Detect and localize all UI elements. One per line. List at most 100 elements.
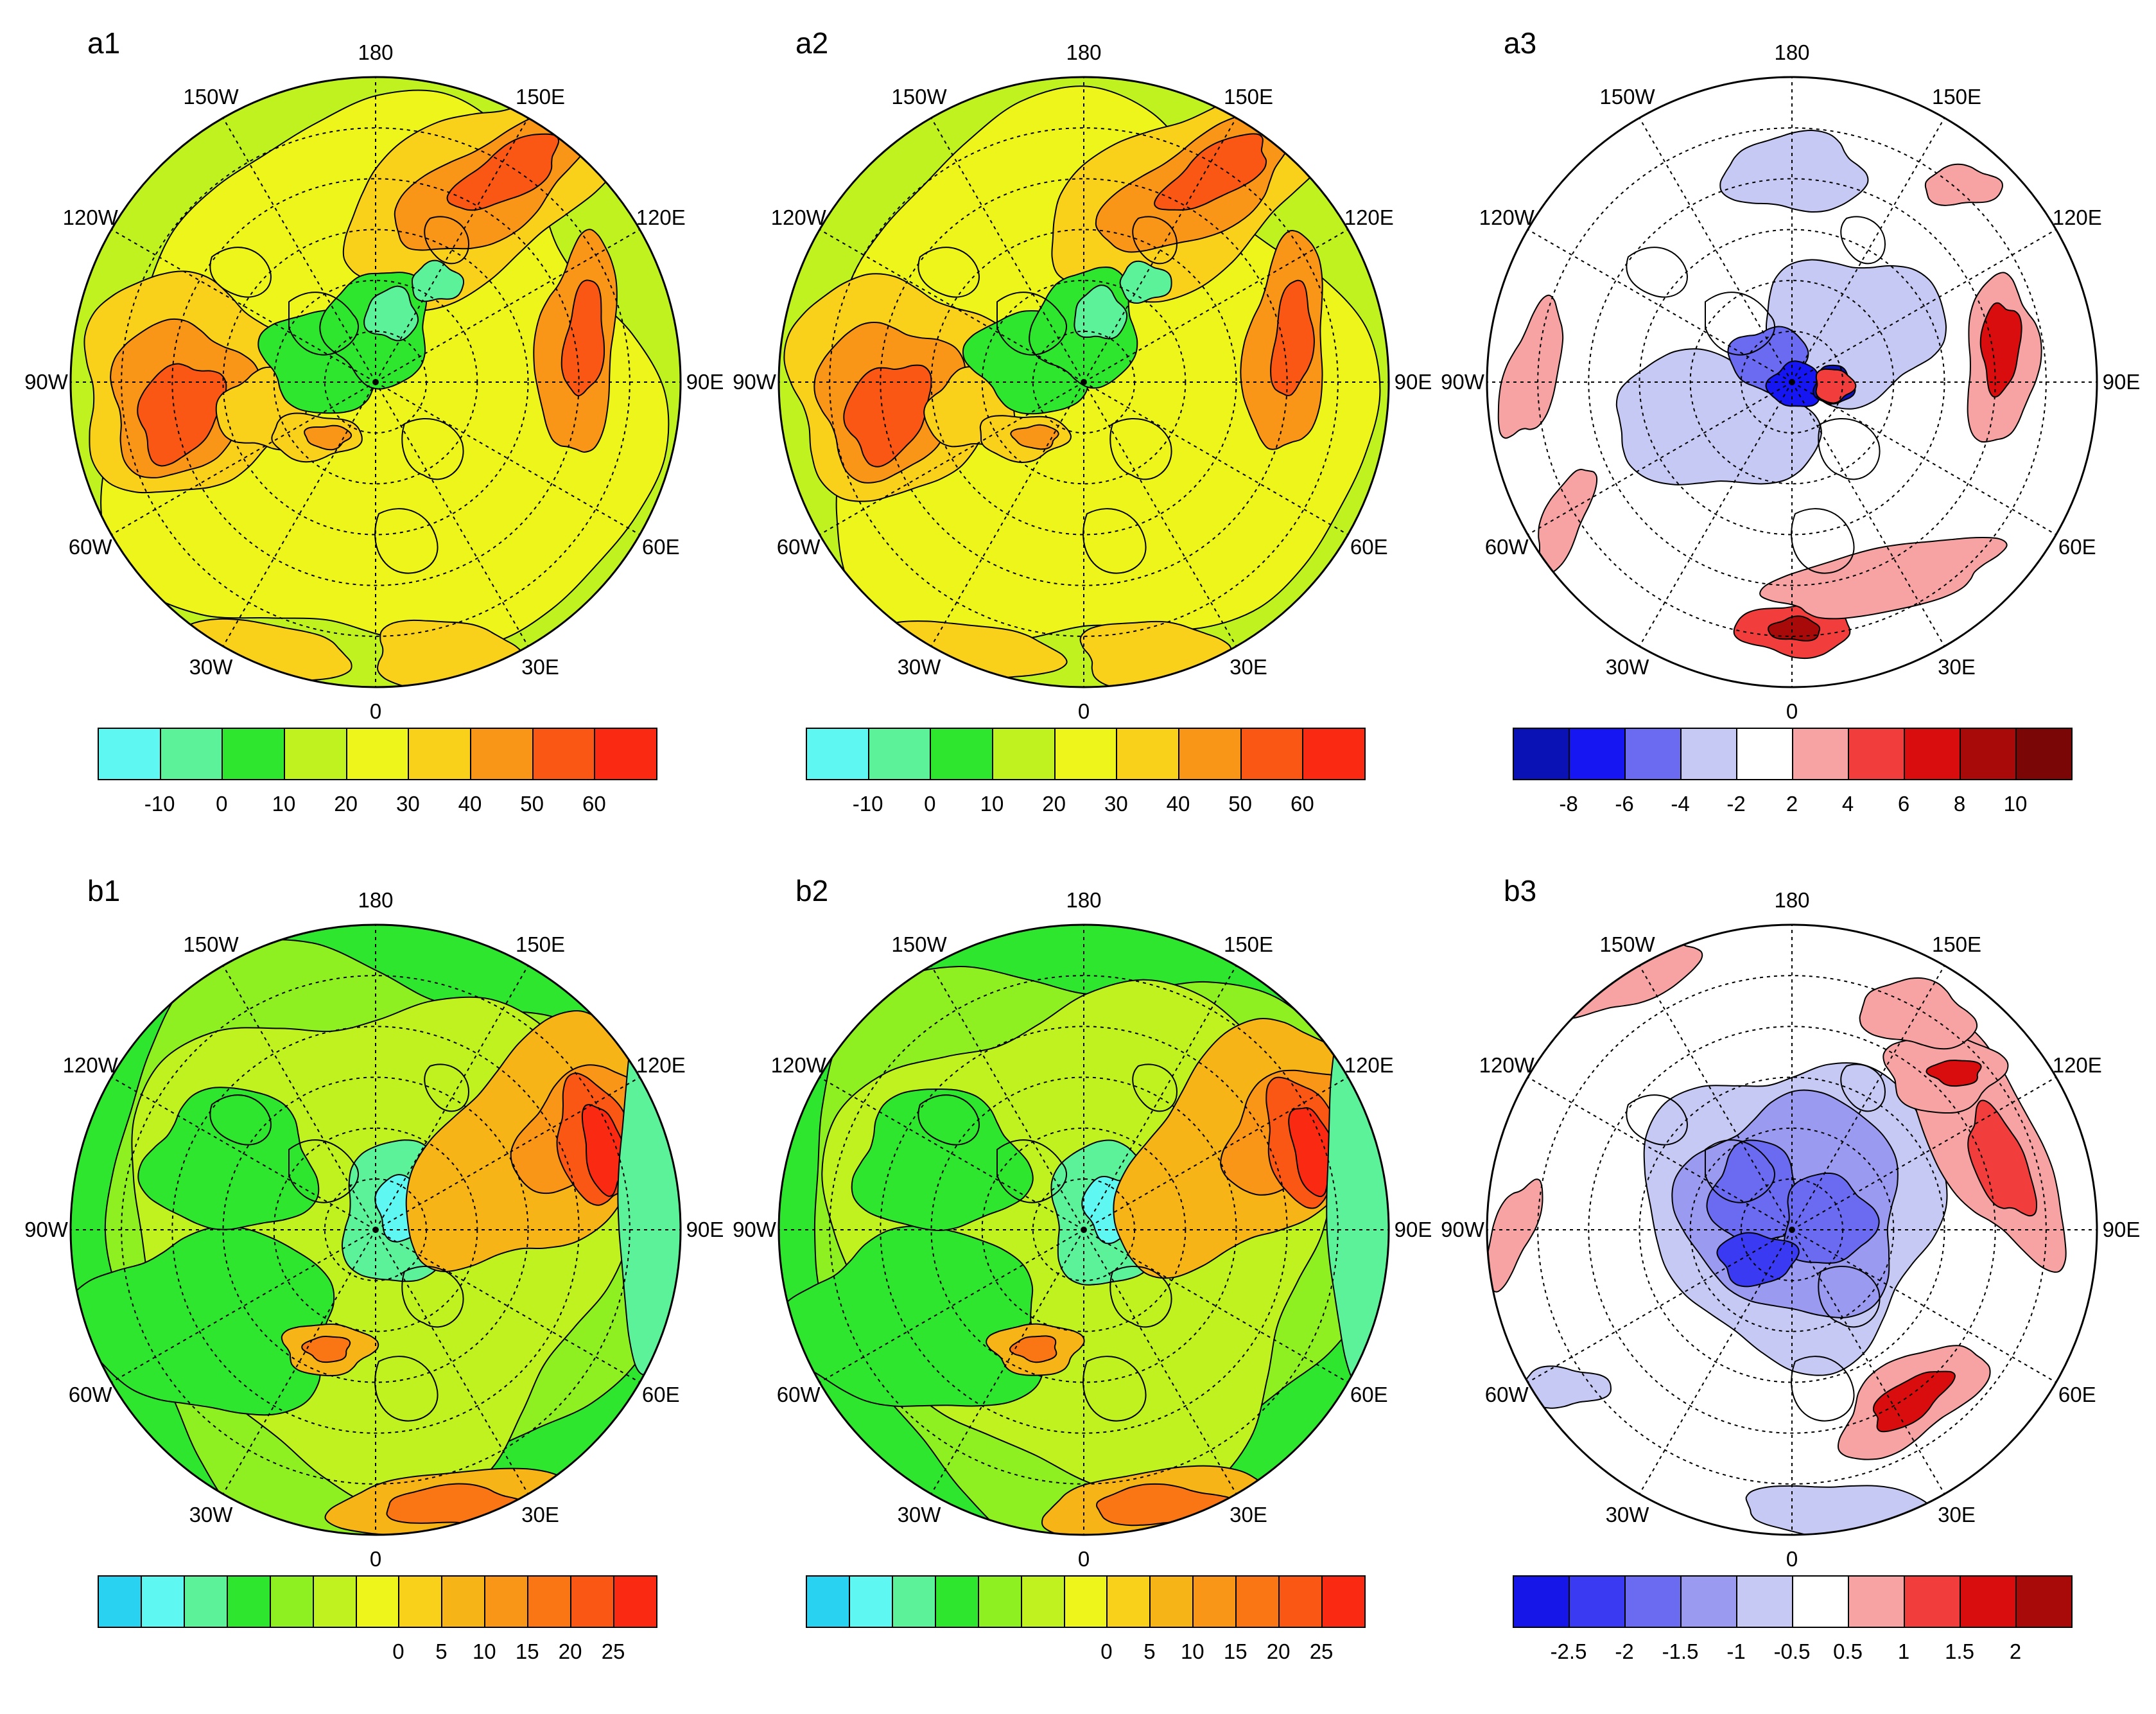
colorbar-swatch [1848, 1575, 1905, 1628]
latitude-circle [880, 1026, 1288, 1434]
colorbar-label: 0 [392, 1640, 404, 1663]
colorbar-swatch [806, 1575, 850, 1628]
colorbar-label: 4 [1841, 792, 1854, 816]
colorbar-swatch [312, 1575, 357, 1628]
longitude-label: 90E [686, 370, 724, 394]
colorbar-label: 2 [1786, 792, 1798, 816]
longitude-label: 180 [358, 40, 394, 64]
coastline [401, 1266, 464, 1328]
colorbar-label: 20 [1042, 792, 1066, 816]
positive-anomaly [1872, 1370, 1956, 1433]
longitude-label: 150W [183, 84, 239, 109]
coastline [1132, 216, 1178, 265]
colorbar-swatch [1624, 728, 1682, 780]
colorbar-swatch [1149, 1575, 1194, 1628]
coastline [1626, 247, 1688, 298]
colorbar-label: 10 [2003, 792, 2028, 816]
colorbar-swatch [527, 1575, 572, 1628]
jet-core [843, 364, 932, 468]
coastline [1791, 1356, 1855, 1422]
longitude-line [1791, 1076, 2056, 1230]
longitude-line [1083, 1076, 1348, 1230]
colorbar-b3: -2.5 -2 -1.5 -1 -0.5 0.5 1 1.5 2 [1513, 1575, 2073, 1663]
colorbar-swatch [1106, 1575, 1151, 1628]
latitude-circle [121, 975, 630, 1485]
longitude-line [1083, 1229, 1348, 1383]
longitude-label: 90E [686, 1218, 724, 1241]
longitude-line [222, 1229, 376, 1494]
colorbar-swatch [1848, 728, 1905, 780]
colorbar-label: 25 [1309, 1640, 1334, 1663]
colorbar-a2: -10 0 10 20 30 40 50 60 [806, 728, 1366, 816]
longitude-label: 150W [891, 932, 947, 956]
coastline [374, 1356, 439, 1422]
colorbar-label: -2 [1615, 1640, 1634, 1663]
colorbar-label: 0.5 [1833, 1640, 1863, 1663]
panel-label: a2 [795, 26, 829, 60]
jet-core [301, 1336, 351, 1363]
panel-label: a3 [1504, 26, 1537, 60]
longitude-label: 90W [1441, 370, 1484, 394]
coastline [1840, 216, 1886, 265]
coastline [1705, 292, 1776, 356]
latitude-circle [1537, 975, 2047, 1485]
longitude-line [930, 118, 1084, 383]
latitude-circle [121, 127, 630, 637]
latitude-circle [1537, 127, 2047, 637]
longitude-label: 60E [641, 534, 680, 559]
longitude-label: 0 [369, 1547, 382, 1571]
coastline [917, 1094, 980, 1146]
positive-anomaly [1768, 615, 1821, 642]
longitude-line [1527, 1076, 1793, 1230]
panel-label: b3 [1504, 874, 1537, 907]
coastline [1109, 418, 1172, 480]
polar-map-b1 [69, 923, 682, 1536]
map-boundary [778, 76, 1390, 688]
longitude-label: 120E [2052, 205, 2102, 229]
colorbar-swatch [1178, 728, 1242, 780]
colorbar-swatch [441, 1575, 486, 1628]
colorbar-swatch [1792, 728, 1849, 780]
longitude-label: 120W [770, 205, 826, 229]
colorbar-label: 50 [520, 792, 544, 816]
latitude-circle [222, 229, 529, 536]
longitude-line [375, 965, 529, 1230]
coastline [1705, 1139, 1776, 1203]
longitude-line [930, 965, 1084, 1230]
longitude-label: 30E [1230, 1503, 1267, 1527]
longitude-line [1527, 229, 1793, 383]
longitude-line [1083, 1229, 1237, 1494]
polar-low [363, 285, 419, 342]
longitude-line [1639, 381, 1793, 647]
colorbar-swatch [1960, 728, 2017, 780]
longitude-label: 30W [189, 1503, 233, 1527]
colorbar-label: -2.5 [1550, 1640, 1587, 1663]
longitude-label: 90W [733, 370, 776, 394]
colorbar-swatch [977, 1575, 1022, 1628]
latitude-circle [1639, 229, 1945, 536]
colorbar-swatch [1736, 1575, 1793, 1628]
longitude-label: 150W [891, 84, 947, 109]
colorbar-swatch [284, 728, 347, 780]
polar-map-a2 [778, 76, 1390, 688]
latitude-circle [930, 1076, 1237, 1383]
longitude-line [1791, 381, 1945, 647]
latitude-circle [1639, 1076, 1945, 1383]
longitude-label: 30W [1605, 655, 1649, 679]
colorbar-swatch [1278, 1575, 1323, 1628]
longitude-line [1083, 229, 1348, 383]
colorbar-swatch [1116, 728, 1179, 780]
colorbar-swatch [867, 728, 932, 780]
colorbar-swatch [398, 1575, 443, 1628]
colorbar-swatch [1192, 1575, 1237, 1628]
longitude-line [1639, 118, 1793, 383]
positive-anomaly [1926, 1060, 1982, 1087]
colorbar-label: 10 [1180, 1640, 1204, 1663]
longitude-line [111, 229, 376, 383]
longitude-line [375, 229, 640, 383]
coastline [917, 247, 980, 298]
longitude-line [1791, 965, 1945, 1230]
colorbar-swatch [613, 1575, 657, 1628]
longitude-label: 150E [1223, 932, 1274, 956]
longitude-line [1791, 381, 2056, 536]
